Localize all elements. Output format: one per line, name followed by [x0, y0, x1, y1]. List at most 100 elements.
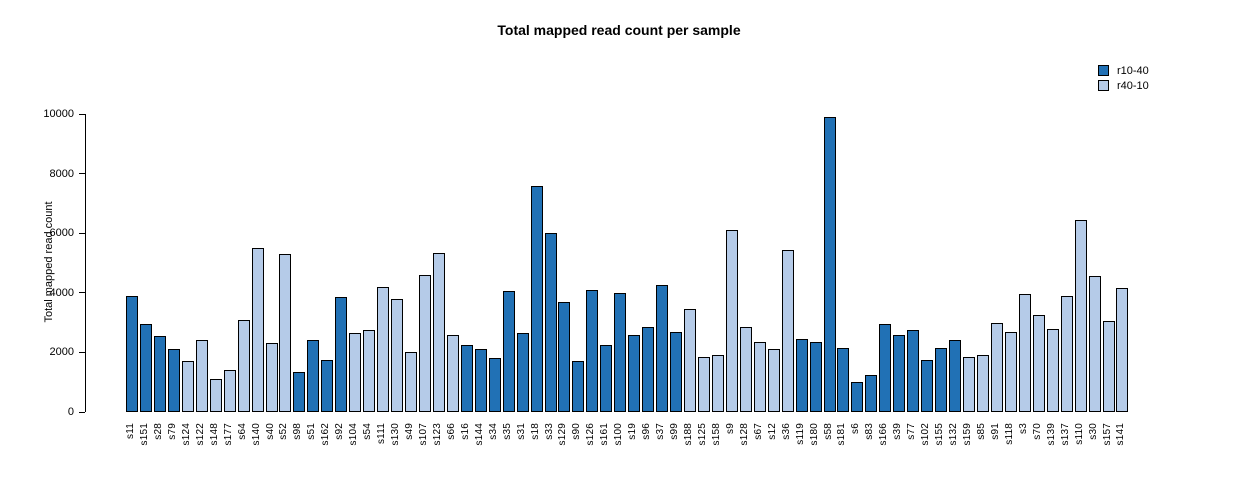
bar-s123 — [432, 253, 445, 412]
legend-swatch-icon — [1098, 80, 1109, 91]
x-tick-label-s6: s6 — [850, 423, 862, 434]
x-tick-label-s77: s77 — [906, 423, 918, 440]
bar-s159 — [963, 357, 975, 412]
y-tick-mark — [79, 113, 85, 115]
x-tick-label-s110: s110 — [1073, 423, 1085, 445]
x-tick-label-s33: s33 — [543, 423, 555, 440]
bar-s85 — [976, 355, 989, 412]
bar-s77 — [907, 330, 920, 412]
bar-s19 — [628, 335, 641, 412]
bar-s188 — [684, 309, 696, 412]
bar-s64 — [237, 320, 250, 412]
bar-s125 — [697, 357, 710, 412]
x-tick-label-s155: s155 — [934, 423, 946, 446]
bar-s40 — [265, 343, 278, 412]
bar-s148 — [209, 379, 222, 412]
x-tick-label-s83: s83 — [864, 423, 876, 440]
y-tick-label: 2000 — [49, 346, 74, 359]
x-tick-label-s51: s51 — [306, 423, 318, 440]
x-tick-label-s70: s70 — [1031, 423, 1043, 440]
bar-s9 — [725, 230, 738, 412]
bar-s140 — [251, 248, 264, 412]
x-tick-label-s119: s119 — [794, 423, 806, 445]
x-tick-label-s129: s129 — [557, 423, 569, 446]
x-tick-label-s99: s99 — [669, 423, 681, 440]
x-tick-label-s91: s91 — [989, 423, 1001, 440]
bar-s118 — [1004, 332, 1017, 412]
bar-s90 — [572, 361, 585, 412]
bar-s16 — [460, 345, 473, 412]
y-tick-mark — [79, 232, 85, 234]
bar-s52 — [279, 254, 292, 412]
bar-s33 — [544, 233, 557, 412]
x-tick-label-s128: s128 — [738, 423, 750, 446]
legend: r10-40 r40-10 — [1098, 63, 1149, 93]
bar-s67 — [753, 342, 766, 412]
x-tick-label-s139: s139 — [1045, 423, 1057, 446]
bar-s30 — [1088, 276, 1101, 412]
bar-s107 — [418, 275, 431, 412]
bar-s28 — [153, 336, 166, 412]
y-tick-label: 6000 — [49, 227, 74, 240]
bar-s128 — [739, 327, 752, 412]
x-tick-label-s64: s64 — [236, 423, 248, 440]
legend-label: r10-40 — [1117, 64, 1149, 77]
x-tick-label-s161: s161 — [599, 423, 611, 446]
bar-s18 — [530, 186, 543, 412]
x-tick-label-s111: s111 — [376, 423, 388, 445]
x-tick-label-s123: s123 — [431, 423, 443, 446]
legend-swatch-icon — [1098, 65, 1109, 76]
bar-s79 — [167, 349, 180, 412]
bar-s132 — [949, 340, 962, 412]
x-tick-label-s92: s92 — [334, 423, 346, 440]
x-tick-label-s122: s122 — [194, 423, 206, 446]
x-tick-label-s188: s188 — [683, 423, 694, 446]
x-tick-label-s18: s18 — [529, 423, 541, 440]
x-tick-label-s132: s132 — [948, 423, 960, 446]
bar-s139 — [1046, 329, 1059, 412]
x-tick-label-s85: s85 — [975, 423, 987, 440]
bar-s12 — [767, 349, 780, 412]
bar-s144 — [474, 349, 487, 412]
bar-s83 — [865, 375, 878, 412]
bar-s166 — [879, 324, 892, 412]
x-tick-label-s157: s157 — [1101, 423, 1113, 446]
bar-s111 — [377, 287, 390, 412]
x-tick-label-s144: s144 — [473, 423, 485, 446]
plot-area: 0 2000 4000 6000 8000 10000 s11 s151 s28 s79 s124 s… — [43, 108, 1135, 446]
x-tick-label-s35: s35 — [501, 423, 513, 440]
x-tick-label-s137: s137 — [1059, 423, 1071, 446]
bar-s49 — [405, 352, 417, 412]
x-tick-label-s130: s130 — [390, 423, 402, 446]
legend-item-r10-40: r10-40 — [1098, 63, 1149, 78]
x-tick-label-s141: s141 — [1115, 423, 1127, 446]
y-tick-label: 8000 — [49, 167, 74, 180]
x-tick-label-s16: s16 — [459, 423, 471, 440]
x-tick-label-s67: s67 — [752, 423, 764, 440]
x-tick-label-s36: s36 — [780, 423, 792, 440]
bar-s129 — [558, 302, 571, 412]
bar-s151 — [139, 324, 152, 412]
y-tick-mark — [79, 351, 85, 353]
bar-s102 — [921, 360, 934, 412]
y-tick-mark — [79, 173, 85, 175]
x-tick-label-s107: s107 — [417, 423, 429, 446]
x-tick-label-s58: s58 — [822, 423, 834, 440]
bar-s161 — [600, 345, 613, 412]
bar-s158 — [711, 355, 724, 412]
x-tick-label-s158: s158 — [710, 423, 722, 446]
chart-title: Total mapped read count per sample — [497, 22, 741, 38]
x-tick-label-s90: s90 — [571, 423, 583, 440]
x-tick-label-s30: s30 — [1087, 423, 1099, 440]
bar-s122 — [195, 340, 208, 412]
bar-s181 — [837, 348, 850, 412]
x-tick-label-s159: s159 — [962, 423, 973, 446]
bar-s11 — [126, 296, 138, 412]
y-axis-title: Total mapped read count — [43, 201, 55, 323]
bar-s141 — [1116, 288, 1129, 412]
x-tick-label-s151: s151 — [138, 423, 150, 446]
x-tick-label-s11: s11 — [125, 423, 136, 439]
x-tick-label-s34: s34 — [487, 423, 499, 440]
bar-s98 — [293, 372, 306, 412]
